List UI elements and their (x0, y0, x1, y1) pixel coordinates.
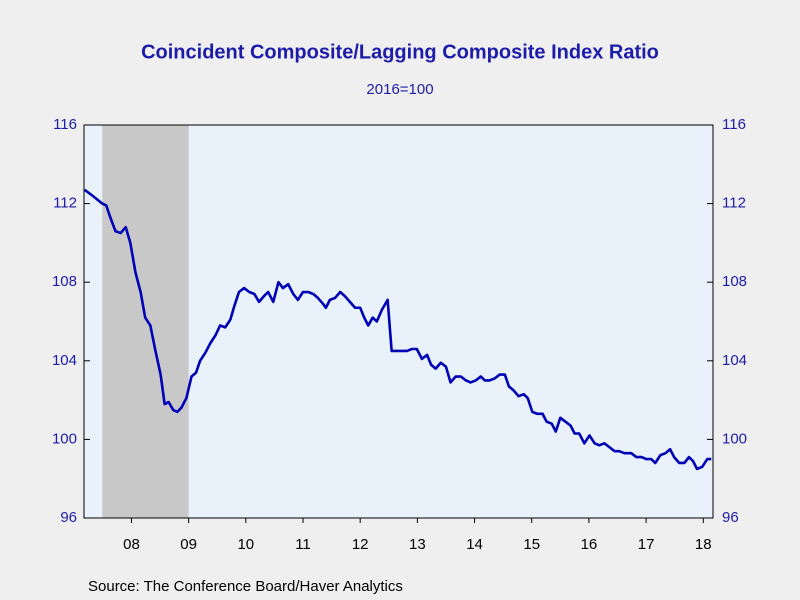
y-tick-label: 116 (53, 116, 77, 133)
source-note: Source: The Conference Board/Haver Analy… (88, 578, 403, 595)
y2-tick-label: 100 (722, 430, 747, 447)
plot-border (83, 124, 714, 519)
x-tick-label: 09 (180, 536, 197, 553)
y2-tick-label: 116 (722, 116, 746, 133)
plot-area (84, 125, 713, 518)
recession-shade (102, 125, 189, 518)
x-tick-label: 11 (295, 536, 311, 553)
y2-tick-label: 104 (722, 352, 747, 369)
y-tick-label: 100 (52, 430, 77, 447)
x-tick-label: 08 (123, 536, 140, 553)
y-tick-label: 112 (53, 195, 77, 212)
x-tick-label: 17 (638, 536, 655, 553)
chart-subtitle: 2016=100 (366, 81, 433, 98)
y-tick-label: 96 (60, 509, 77, 526)
x-tick-label: 14 (466, 536, 483, 553)
x-tick-label: 18 (695, 536, 712, 553)
y2-tick-label: 108 (722, 273, 747, 290)
chart-title: Coincident Composite/Lagging Composite I… (141, 41, 659, 63)
x-tick-label: 15 (523, 536, 540, 553)
y2-tick-label: 96 (722, 509, 739, 526)
data-line (83, 188, 712, 471)
x-tick-label: 12 (352, 536, 369, 553)
x-tick-label: 16 (581, 536, 598, 553)
y2-tick-label: 112 (722, 195, 746, 212)
y-tick-label: 108 (52, 273, 77, 290)
y-tick-label: 104 (52, 352, 77, 369)
x-tick-label: 13 (409, 536, 426, 553)
x-tick-label: 10 (237, 536, 254, 553)
